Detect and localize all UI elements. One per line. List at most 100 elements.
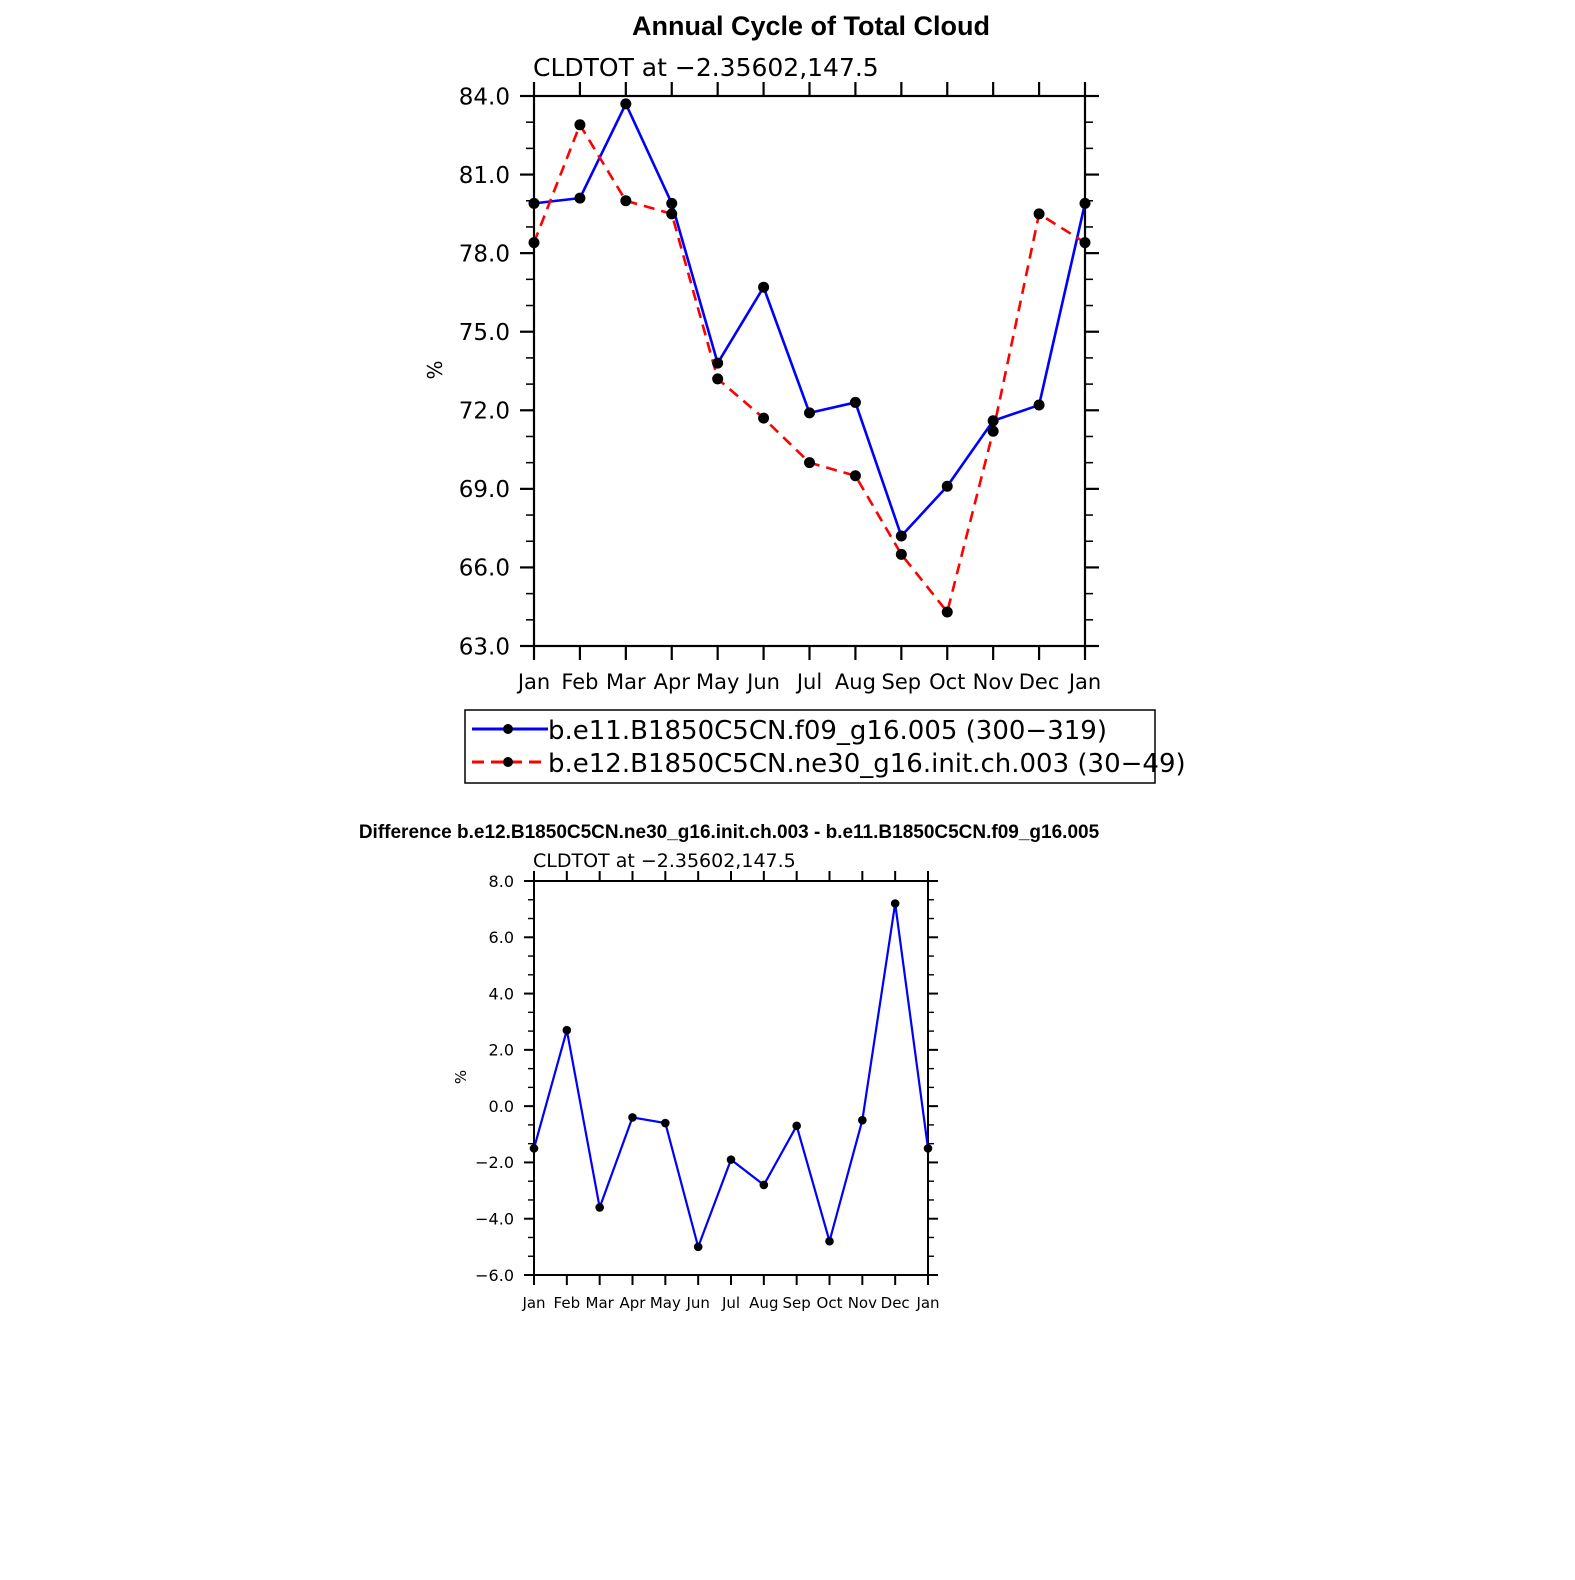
bottom-chart-title: Difference b.e12.B1850C5CN.ne30_g16.init… (359, 822, 1100, 843)
legend-marker-series-2 (503, 757, 513, 767)
top-xtick-label: Oct (929, 670, 965, 694)
top-xtick-label: Sep (882, 670, 922, 694)
top-ytick-label: 69.0 (459, 477, 510, 503)
top-series-2-point (528, 237, 540, 249)
top-series-1-point (941, 480, 953, 492)
top-ytick-label: 72.0 (459, 399, 510, 425)
top-ytick-label: 75.0 (459, 320, 510, 346)
top-ytick-label: 66.0 (459, 556, 510, 582)
bottom-series-1-point (693, 1242, 703, 1252)
legend: b.e11.B1850C5CN.f09_g16.005 (300−319) b.… (464, 709, 1186, 784)
top-xtick-label: Dec (1019, 670, 1060, 694)
bottom-xtick-label: Feb (554, 1294, 581, 1312)
bottom-xtick-label: Jul (721, 1294, 740, 1312)
top-series-1-point (849, 396, 861, 408)
top-series-1-point (987, 415, 999, 427)
bottom-ytick-label: 0.0 (489, 1097, 514, 1116)
bottom-xtick-label: Sep (783, 1294, 811, 1312)
top-chart-ylabel: % (423, 360, 447, 379)
bottom-series-1-point (825, 1236, 834, 1246)
top-series-2-point (758, 412, 770, 424)
top-series-2-point (941, 606, 953, 618)
top-series-2-point (804, 457, 815, 469)
top-plot-frame (532, 94, 1087, 648)
bottom-ytick-label: −6.0 (475, 1266, 514, 1285)
top-series-2-point (895, 548, 907, 560)
bottom-chart-subtitle: CLDTOT at −2.35602,147.5 (533, 850, 796, 872)
top-xtick-label: Apr (654, 670, 691, 694)
bottom-series-1-point (890, 899, 900, 908)
top-chart: Annual Cycle of Total Cloud CLDTOT at −2… (423, 11, 1101, 694)
top-xtick-label: Nov (973, 670, 1014, 694)
bottom-xtick-label: May (650, 1294, 681, 1312)
top-series-1-point (758, 281, 770, 293)
top-series-1-point (620, 98, 632, 110)
top-series-1-line (533, 102, 1087, 538)
bottom-xtick-label: Dec (881, 1294, 910, 1312)
bottom-ytick-label: −2.0 (475, 1153, 514, 1172)
bottom-chart: Difference b.e12.B1850C5CN.ne30_g16.init… (359, 822, 1100, 1312)
top-series-2-point (1033, 208, 1045, 220)
bottom-series-1-point (726, 1155, 736, 1164)
top-series-1-point (574, 192, 586, 204)
top-chart-title: Annual Cycle of Total Cloud (632, 11, 990, 41)
top-xtick-label: Mar (606, 670, 646, 694)
top-series-2-line (532, 123, 1086, 614)
legend-marker-series-1 (503, 724, 513, 734)
bottom-series-1-point (661, 1118, 670, 1128)
top-series-2-point (849, 470, 861, 482)
legend-label-series-2: b.e12.B1850C5CN.ne30_g16.init.ch.003 (30… (548, 749, 1186, 779)
bottom-ytick-label: 2.0 (489, 1041, 514, 1060)
top-series-2-point (666, 208, 678, 220)
bottom-ytick-label: 8.0 (489, 872, 514, 891)
bottom-xtick-label: Apr (620, 1294, 647, 1312)
top-ytick-label: 81.0 (459, 163, 510, 189)
bottom-series-1-point (923, 1144, 933, 1153)
top-chart-marks (528, 98, 1091, 618)
top-xtick-label: Jul (795, 670, 822, 694)
bottom-series-1-line (532, 902, 930, 1248)
bottom-chart-axes: −6.0 −4.0 −2.0 0.0 2.0 4.0 6.0 8.0 Jan Feb Mar Apr M… (475, 871, 940, 1312)
top-series-2-point (620, 195, 632, 207)
top-series-1-point (804, 407, 815, 419)
bottom-xtick-label: Aug (749, 1294, 778, 1312)
bottom-series-1-point (562, 1025, 572, 1035)
legend-box (464, 709, 1156, 784)
top-series-2-point (1079, 237, 1091, 249)
bottom-series-1-point (858, 1115, 867, 1125)
bottom-xtick-label: Oct (817, 1294, 843, 1312)
bottom-xtick-label: Jun (685, 1294, 709, 1312)
top-xtick-label: Jun (745, 670, 780, 694)
top-series-1-point (1079, 197, 1091, 209)
top-ytick-label: 63.0 (459, 634, 510, 660)
top-series-2-point (987, 425, 999, 437)
top-series-1-point (712, 357, 724, 369)
bottom-ytick-label: −4.0 (475, 1209, 514, 1228)
top-xtick-label: Aug (835, 670, 876, 694)
top-xtick-label: Jan (1067, 670, 1101, 694)
bottom-xtick-label: Nov (848, 1294, 877, 1312)
top-xtick-label: Jan (516, 670, 550, 694)
bottom-xtick-label: Jan (521, 1294, 545, 1312)
top-chart-subtitle: CLDTOT at −2.35602,147.5 (533, 53, 879, 82)
top-series-2-point (574, 119, 586, 131)
top-xtick-label: May (696, 670, 739, 694)
bottom-ytick-label: 6.0 (489, 928, 514, 947)
bottom-ytick-label: 4.0 (489, 984, 514, 1003)
top-series-1-point (666, 197, 678, 209)
bottom-xtick-label: Jan (915, 1294, 939, 1312)
top-chart-axes: 63.0 66.0 69.0 72.0 75.0 78.0 81.0 84.0 Jan Feb Ma… (459, 82, 1101, 694)
top-ytick-label: 78.0 (459, 241, 510, 267)
top-series-1-point (895, 530, 907, 542)
top-series-1-point (1033, 399, 1045, 411)
bottom-chart-ylabel: % (452, 1070, 470, 1084)
top-xtick-label: Feb (561, 670, 598, 694)
top-series-2-point (712, 373, 724, 385)
bottom-series-1-point (759, 1180, 769, 1190)
bottom-series-1-point (595, 1203, 604, 1212)
bottom-xtick-label: Mar (586, 1294, 615, 1312)
bottom-series-1-point (529, 1144, 539, 1153)
bottom-series-1-point (792, 1121, 801, 1131)
